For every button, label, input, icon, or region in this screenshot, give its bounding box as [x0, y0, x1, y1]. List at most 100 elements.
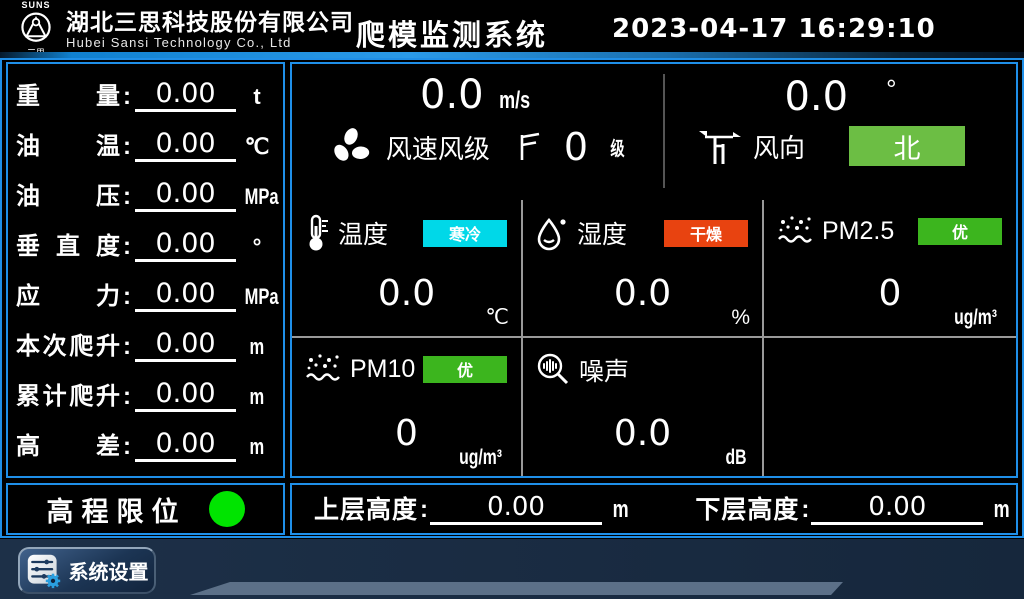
system-settings-button[interactable]: 系统设置 — [18, 547, 156, 594]
thermometer-icon — [309, 214, 328, 251]
colon: : — [123, 282, 131, 310]
content-frame — [0, 58, 1024, 538]
measure-label: 油温 — [16, 132, 120, 160]
sensor-unit: % — [731, 306, 750, 329]
logo-suns-text: SUNS — [21, 0, 51, 10]
wind-direction-badge: 北 — [849, 126, 966, 166]
colon: : — [123, 232, 131, 260]
sensor-value: 0.0 — [377, 273, 436, 315]
colon: : — [123, 82, 131, 110]
sensor-value: 0.0 — [613, 412, 672, 454]
water-drop-icon — [537, 217, 566, 251]
settings-sliders-icon — [27, 554, 60, 588]
elevation-limit-status-indicator — [208, 491, 245, 527]
measure-row-oil-temp: 油温: 0.00 ℃ — [16, 128, 275, 162]
measure-row-verticality: 垂直度: 0.00 ° — [16, 228, 275, 262]
measure-value: 0.00 — [135, 78, 236, 112]
measure-value: 0.00 — [135, 428, 236, 462]
measure-label: 累计爬升 — [16, 382, 120, 410]
colon: : — [801, 496, 810, 523]
sensor-cell-temperature: 温度 寒冷 0.0 ℃ — [292, 200, 523, 338]
particles-icon — [778, 216, 812, 243]
sensor-value: 0 — [878, 273, 902, 315]
sensor-label: PM2.5 — [822, 216, 895, 245]
measure-value: 0.00 — [135, 228, 236, 262]
elevation-limit-panel: 高程限位 — [6, 483, 285, 535]
sensor-unit: ug/m³ — [953, 306, 997, 329]
decorative-strip — [190, 582, 843, 595]
wind-speed-section: 0.0 m/s 风速风级 — [292, 64, 663, 198]
measure-value: 0.00 — [135, 378, 236, 412]
measure-value: 0.00 — [135, 278, 236, 312]
colon: : — [123, 182, 131, 210]
colon: : — [123, 382, 131, 410]
upper-height-label: 上层高度 — [314, 496, 419, 524]
fan-icon — [334, 128, 370, 161]
environment-panel: 0.0 m/s 风速风级 — [290, 62, 1018, 478]
system-settings-label: 系统设置 — [68, 562, 149, 584]
colon: : — [420, 496, 429, 523]
wind-direction-unit: ° — [886, 74, 897, 104]
measurements-panel: 重量: 0.00 t 油温: 0.00 ℃ 油压: 0.00 MPa 垂直度: … — [6, 62, 285, 478]
sensor-grid: 温度 寒冷 0.0 ℃ 湿度 干燥 0.0 % — [292, 200, 1016, 476]
measure-row-stress: 应力: 0.00 MPa — [16, 278, 279, 312]
wind-level-flag-icon — [520, 132, 540, 160]
sensor-cell-humidity: 湿度 干燥 0.0 % — [523, 200, 764, 338]
measure-row-height-diff: 高差: 0.00 m — [16, 428, 275, 462]
measure-row-oil-pressure: 油压: 0.00 MPa — [16, 178, 279, 212]
colon: : — [123, 132, 131, 160]
measure-row-total-climb: 累计爬升: 0.00 m — [16, 378, 275, 412]
datetime-display: 2023-04-17 16:29:10 — [612, 14, 936, 44]
measure-label: 重量 — [16, 82, 120, 110]
particles-icon — [306, 354, 340, 381]
sensor-cell-pm25: PM2.5 优 0 ug/m³ — [764, 200, 1016, 338]
sensor-label: 温度 — [338, 221, 389, 249]
sensor-cell-noise: 噪声 0.0 dB — [523, 338, 764, 476]
sensor-unit: ℃ — [485, 306, 509, 329]
sensor-status-badge: 干燥 — [664, 219, 748, 247]
measure-label: 垂直度 — [16, 232, 120, 260]
wind-speed-label: 风速风级 — [385, 133, 490, 164]
measure-unit: m — [249, 383, 265, 409]
sensor-unit: dB — [725, 446, 747, 469]
noise-meter-icon — [537, 353, 569, 385]
sensor-value: 0 — [395, 412, 418, 454]
measure-value: 0.00 — [135, 178, 236, 212]
company-name-cn: 湖北三思科技股份有限公司 — [66, 8, 354, 35]
measure-unit: MPa — [244, 283, 279, 309]
measure-unit: t — [253, 83, 261, 109]
lower-height-field: 下层高度: 0.00 m — [695, 493, 1012, 525]
company-logo: SUNS 三思 湖北三思科技股份有限公司 Hubei Sansi Technol… — [10, 1, 354, 58]
wind-vane-icon — [699, 131, 741, 164]
wind-level-unit: 级 — [610, 138, 625, 160]
lower-height-value: 0.00 — [811, 493, 984, 525]
sensor-cell-pm10: PM10 优 0 ug/m³ — [292, 338, 523, 476]
measure-value: 0.00 — [135, 328, 236, 362]
measure-unit: ℃ — [244, 133, 270, 159]
measure-row-current-climb: 本次爬升: 0.00 m — [16, 328, 275, 362]
lower-height-unit: m — [994, 496, 1011, 523]
wind-row: 0.0 m/s 风速风级 — [292, 64, 1016, 198]
measure-label: 高差 — [16, 432, 120, 460]
company-name-en: Hubei Sansi Technology Co., Ltd — [66, 34, 292, 50]
wind-divider — [663, 74, 665, 188]
page-title: 爬模监测系统 — [356, 20, 549, 52]
bottom-bar: 系统设置 — [0, 539, 1024, 599]
sensor-status-badge: 优 — [423, 355, 507, 383]
measure-label: 油压 — [16, 182, 120, 210]
sensor-label: PM10 — [350, 354, 416, 383]
measure-value: 0.00 — [135, 128, 236, 162]
wind-direction-label: 风向 — [753, 132, 806, 163]
upper-height-field: 上层高度: 0.00 m — [314, 493, 631, 525]
measure-label: 本次爬升 — [16, 332, 120, 360]
measure-unit: m — [249, 433, 265, 459]
measure-unit: ° — [252, 233, 262, 259]
sensor-value: 0.0 — [613, 273, 672, 315]
upper-height-unit: m — [612, 496, 629, 523]
elevation-limit-label: 高程限位 — [46, 496, 187, 527]
header-accent-bar — [0, 52, 1024, 58]
upper-height-value: 0.00 — [430, 493, 603, 525]
wind-direction-value: 0.0 — [784, 74, 849, 120]
sansi-logo-icon — [21, 12, 51, 42]
